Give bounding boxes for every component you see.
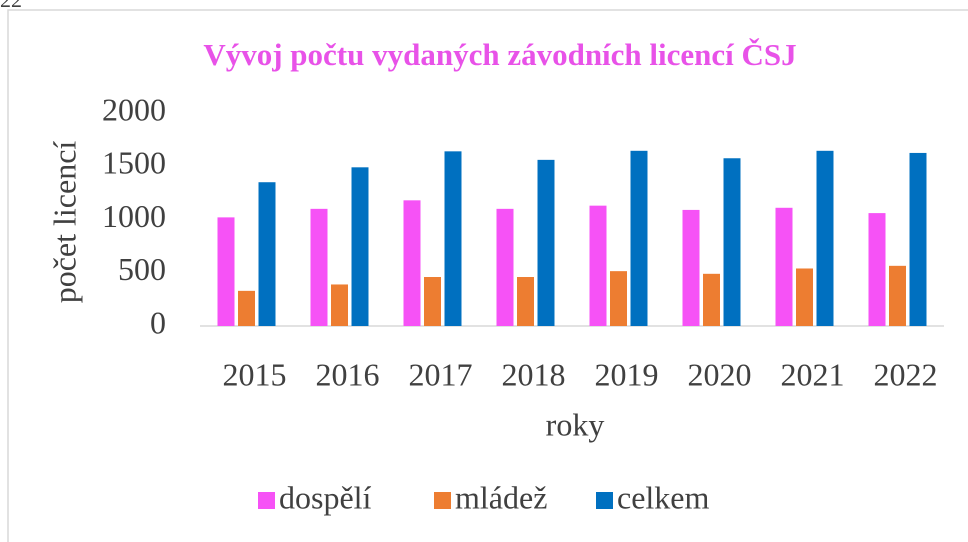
bar [796, 268, 813, 326]
bar [403, 200, 421, 326]
legend-label: dospělí [279, 479, 372, 515]
legend-swatch [434, 492, 451, 509]
x-axis-label: roky [546, 406, 605, 442]
x-tick-label: 2015 [223, 356, 287, 392]
y-tick-label: 500 [118, 251, 166, 287]
y-tick-label: 2000 [102, 91, 166, 127]
bar [816, 150, 834, 326]
x-tick-label: 2018 [502, 356, 566, 392]
bar [909, 152, 927, 326]
bar [217, 217, 235, 326]
bar [424, 277, 441, 326]
x-tick-label: 2017 [409, 356, 473, 392]
legend-label: celkem [617, 479, 710, 515]
bar [238, 290, 255, 326]
bar [331, 284, 348, 326]
bar [682, 209, 700, 326]
legend-swatch [258, 492, 275, 509]
bar [517, 277, 534, 326]
chart-frame [7, 9, 968, 542]
y-tick-label: 1500 [102, 145, 166, 181]
y-tick-label: 0 [150, 304, 166, 340]
bar [775, 207, 793, 326]
bar [630, 150, 648, 326]
bar [610, 271, 627, 326]
x-tick-label: 2016 [316, 356, 380, 392]
bar [310, 208, 328, 326]
x-tick-label: 2019 [595, 356, 659, 392]
legend-swatch [596, 492, 613, 509]
bar [496, 208, 514, 326]
legend-label: mládež [455, 479, 547, 515]
bar [589, 205, 607, 326]
bar [723, 158, 741, 326]
x-tick-label: 2020 [688, 356, 752, 392]
x-tick-label: 2021 [781, 356, 845, 392]
chart-title: Vývoj počtu vydaných závodních licencí Č… [203, 37, 796, 72]
corner-text: 22 [0, 0, 22, 12]
bar [703, 273, 720, 326]
bar [444, 151, 462, 326]
y-tick-label: 1000 [102, 198, 166, 234]
bar [258, 182, 276, 326]
y-axis-label: počet licencí [46, 141, 82, 304]
bar [868, 213, 886, 326]
bar [889, 265, 906, 326]
x-tick-label: 2022 [874, 356, 938, 392]
bar [351, 167, 369, 326]
bar [537, 159, 555, 326]
